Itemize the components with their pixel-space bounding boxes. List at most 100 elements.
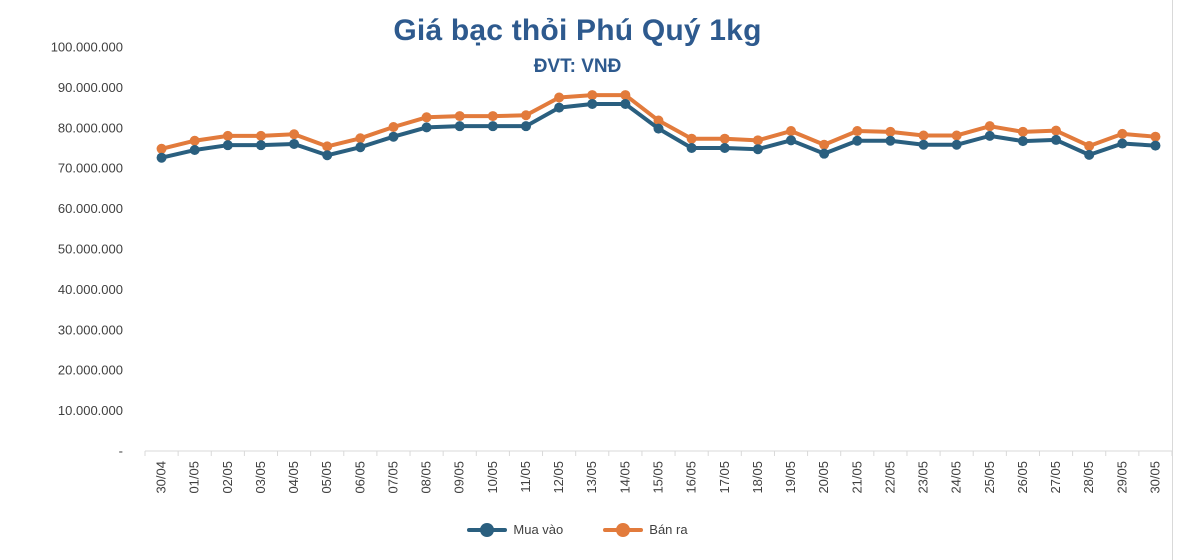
data-point-mua-vao	[454, 121, 465, 132]
data-point-ban-ra	[554, 92, 565, 103]
data-point-ban-ra	[587, 90, 598, 101]
data-point-ban-ra	[1017, 126, 1028, 137]
x-tick-label: 28/05	[1081, 461, 1096, 494]
x-tick-label: 24/05	[949, 461, 964, 494]
data-point-ban-ra	[852, 126, 863, 137]
legend-marker-mua-vao	[480, 522, 495, 537]
y-tick-label: 90.000.000	[58, 80, 123, 95]
data-point-ban-ra	[255, 130, 266, 141]
data-point-mua-vao	[653, 123, 664, 134]
data-point-ban-ra	[620, 90, 631, 101]
x-tick-label: 20/05	[816, 461, 831, 494]
data-point-ban-ra	[719, 133, 730, 144]
x-axis-labels: 30/04 01/05 02/05 03/05 04/05 05/05 06/05 07/05…	[154, 461, 1163, 494]
data-point-ban-ra	[156, 143, 167, 154]
legend-marker-ban-ra	[616, 522, 631, 537]
data-point-ban-ra	[752, 135, 763, 146]
data-point-ban-ra	[819, 139, 830, 150]
data-point-ban-ra	[786, 126, 797, 137]
data-point-mua-vao	[819, 148, 830, 159]
data-point-mua-vao	[255, 140, 266, 151]
x-tick-label: 13/05	[584, 461, 599, 494]
x-tick-label: 04/05	[286, 461, 301, 494]
data-point-mua-vao	[1084, 149, 1095, 160]
y-tick-label: 60.000.000	[58, 201, 123, 216]
data-point-ban-ra	[1084, 140, 1095, 151]
data-point-ban-ra	[520, 110, 531, 121]
y-tick-label: 20.000.000	[58, 363, 123, 378]
y-tick-label: -	[119, 444, 123, 459]
data-point-ban-ra	[322, 141, 333, 152]
chart-title: Giá bạc thỏi Phú Quý 1kg	[393, 14, 762, 47]
x-tick-label: 18/05	[750, 461, 765, 494]
y-tick-label: 70.000.000	[58, 161, 123, 176]
data-point-mua-vao	[852, 135, 863, 146]
x-tick-label: 23/05	[916, 461, 931, 494]
y-tick-label: 50.000.000	[58, 242, 123, 257]
data-point-ban-ra	[289, 129, 300, 140]
data-point-mua-vao	[1117, 138, 1128, 149]
data-point-mua-vao	[421, 122, 432, 133]
data-point-mua-vao	[752, 144, 763, 155]
x-axis-ticks	[144, 451, 1173, 456]
data-point-mua-vao	[1051, 134, 1062, 145]
data-point-ban-ra	[487, 111, 498, 122]
data-point-mua-vao	[885, 135, 896, 146]
data-point-ban-ra	[1051, 125, 1062, 136]
x-tick-label: 14/05	[617, 461, 632, 494]
x-tick-label: 03/05	[253, 461, 268, 494]
series-layer	[156, 90, 1161, 163]
x-tick-label: 19/05	[783, 461, 798, 494]
data-point-mua-vao	[686, 143, 697, 153]
data-point-mua-vao	[322, 150, 333, 161]
data-point-ban-ra	[686, 133, 697, 144]
x-tick-label: 16/05	[684, 461, 699, 494]
data-point-ban-ra	[1150, 131, 1161, 142]
data-point-mua-vao	[1150, 140, 1161, 151]
x-tick-label: 11/05	[518, 461, 533, 493]
data-point-ban-ra	[454, 111, 465, 122]
legend-swatch-ban-ra	[603, 522, 644, 537]
data-point-ban-ra	[388, 121, 399, 132]
x-tick-label: 10/05	[485, 461, 500, 494]
chart-border	[1172, 0, 1173, 560]
y-tick-label: 100.000.000	[51, 40, 123, 55]
data-point-mua-vao	[1017, 136, 1028, 147]
chart-subtitle: ĐVT: VNĐ	[533, 56, 622, 77]
legend-label-mua-vao: Mua vào	[513, 522, 564, 537]
x-tick-label: 08/05	[419, 461, 434, 494]
data-point-mua-vao	[289, 138, 300, 149]
legend-item-mua-vao: Mua vào	[467, 522, 563, 537]
data-point-mua-vao	[388, 131, 399, 142]
data-point-mua-vao	[918, 139, 929, 150]
y-tick-label: 40.000.000	[58, 282, 123, 297]
legend: Mua vào Bán ra	[0, 522, 1155, 537]
data-point-mua-vao	[520, 121, 531, 132]
data-point-mua-vao	[951, 139, 962, 150]
x-tick-label: 02/05	[220, 461, 235, 494]
x-tick-label: 29/05	[1114, 461, 1129, 494]
data-point-ban-ra	[355, 133, 366, 144]
x-tick-label: 27/05	[1048, 461, 1063, 494]
x-tick-label: 30/04	[154, 461, 169, 494]
data-point-ban-ra	[951, 130, 962, 141]
legend-swatch-mua-vao	[467, 522, 508, 537]
x-tick-label: 07/05	[385, 461, 400, 494]
data-point-mua-vao	[620, 98, 631, 109]
data-point-ban-ra	[653, 115, 664, 126]
legend-item-ban-ra: Bán ra	[603, 522, 688, 537]
x-tick-label: 26/05	[1015, 461, 1030, 494]
series-ban-ra	[156, 90, 1161, 154]
x-tick-label: 12/05	[551, 461, 566, 494]
data-point-ban-ra	[918, 130, 929, 141]
data-point-mua-vao	[587, 98, 598, 109]
data-point-ban-ra	[984, 121, 995, 132]
data-point-mua-vao	[189, 145, 200, 156]
data-point-mua-vao	[355, 142, 366, 153]
x-tick-label: 22/05	[882, 461, 897, 494]
y-tick-label: 10.000.000	[58, 403, 123, 418]
y-tick-label: 30.000.000	[58, 322, 123, 337]
data-point-mua-vao	[984, 130, 995, 141]
x-tick-label: 17/05	[717, 461, 732, 494]
